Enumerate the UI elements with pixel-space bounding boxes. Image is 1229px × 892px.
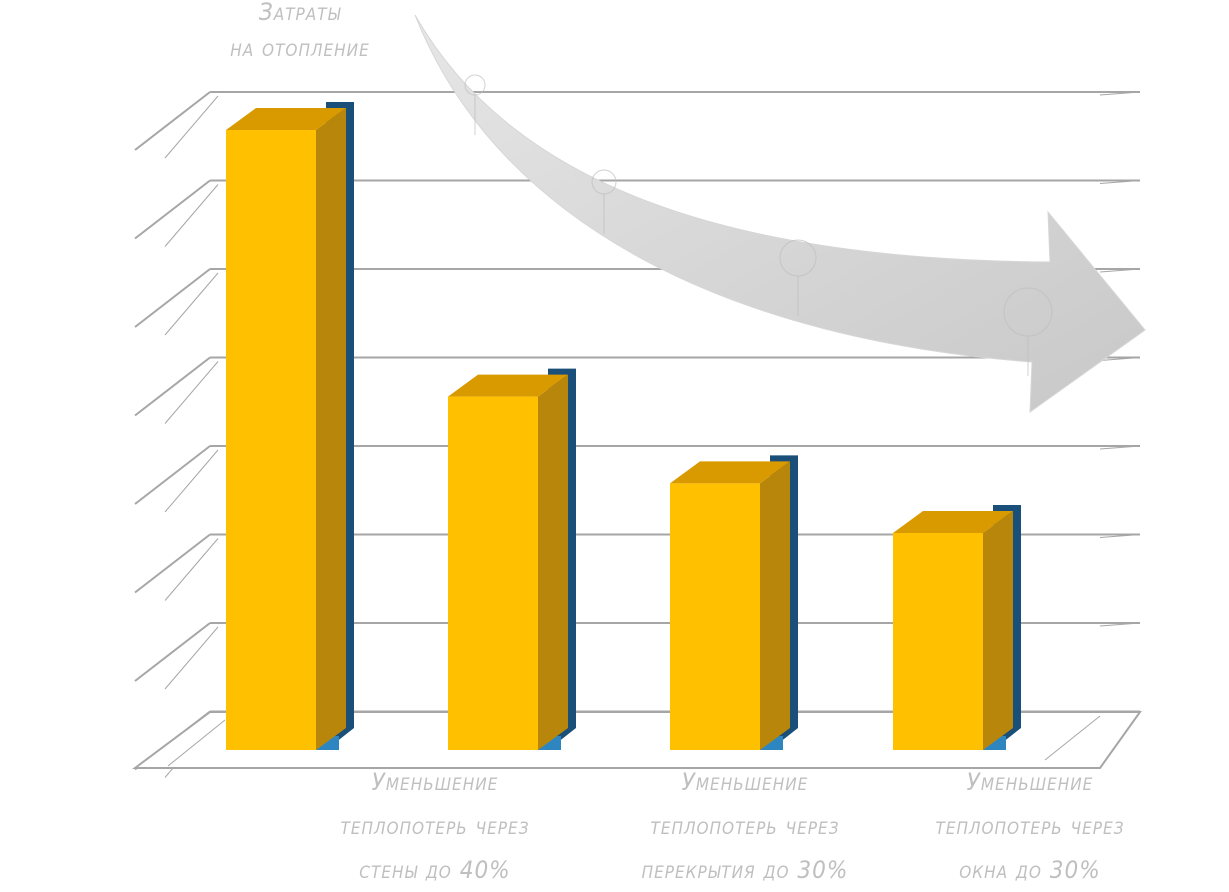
category-label-ceilings: Уменьшение теплопотерь через перекрытия … [590,760,900,892]
bar-top [226,108,346,130]
side-gridline [134,356,211,417]
bar-front [893,533,983,750]
side-gridline-inner [164,272,219,336]
y-axis-title: Затраты на отопление [150,0,450,66]
floor-edge [167,719,226,767]
bar-side [983,511,1013,750]
trend-arrow-shape [414,14,1146,413]
bar-top [893,511,1013,533]
category-label-walls-line-3: стены до 40% [359,856,511,884]
bar-top [670,461,790,484]
gridline-end [1099,180,1141,184]
floor-plane [131,711,1142,769]
category-label-windows-line-3: окна до 30% [959,856,1101,884]
category-label-windows-line-2: теплопотерь через [935,812,1125,840]
side-gridline [134,268,211,328]
category-label-ceilings-line-1: Уменьшение [681,768,809,796]
category-label-walls: Уменьшение теплопотерь через стены до 40… [270,760,600,892]
y-axis-title-line-1: Затраты [258,0,342,26]
gridline-end [1099,622,1141,627]
floor-edge [1044,715,1101,761]
category-label-walls-line-2: теплопотерь через [340,812,530,840]
category-label-ceilings-line-3: перекрытия до 30% [641,856,849,884]
bar-front [448,396,538,750]
category-label-windows-line-1: Уменьшение [966,768,1094,796]
bar-side [760,461,790,750]
side-gridline [134,533,211,594]
gridline-end [1099,91,1141,96]
bar-side [538,374,568,750]
side-gridline-inner [164,626,219,690]
side-gridline [134,91,211,151]
bar-side [316,108,346,750]
bar-top [448,374,568,397]
chart-floor [131,711,1142,769]
side-gridline-inner [164,449,219,513]
bar-front [226,130,316,750]
gridline-end [1099,534,1141,538]
gridline-end [1099,268,1141,273]
bars [226,102,1021,750]
y-axis-title-line-2: на отопление [230,34,370,62]
side-gridline-inner [164,538,219,601]
side-gridline [134,445,211,505]
bar-front [670,483,760,750]
gridline-end [1099,445,1141,450]
category-label-walls-line-1: Уменьшение [371,768,499,796]
side-gridline [134,622,211,682]
side-gridline-inner [164,184,219,247]
category-label-ceilings-line-2: теплопотерь через [650,812,840,840]
side-gridline-inner [164,361,219,424]
trend-arrow [414,14,1146,413]
category-label-windows: Уменьшение теплопотерь через окна до 30% [880,760,1180,892]
gridline-end [1099,357,1141,361]
side-gridline [134,179,211,240]
side-gridline-inner [164,95,219,159]
